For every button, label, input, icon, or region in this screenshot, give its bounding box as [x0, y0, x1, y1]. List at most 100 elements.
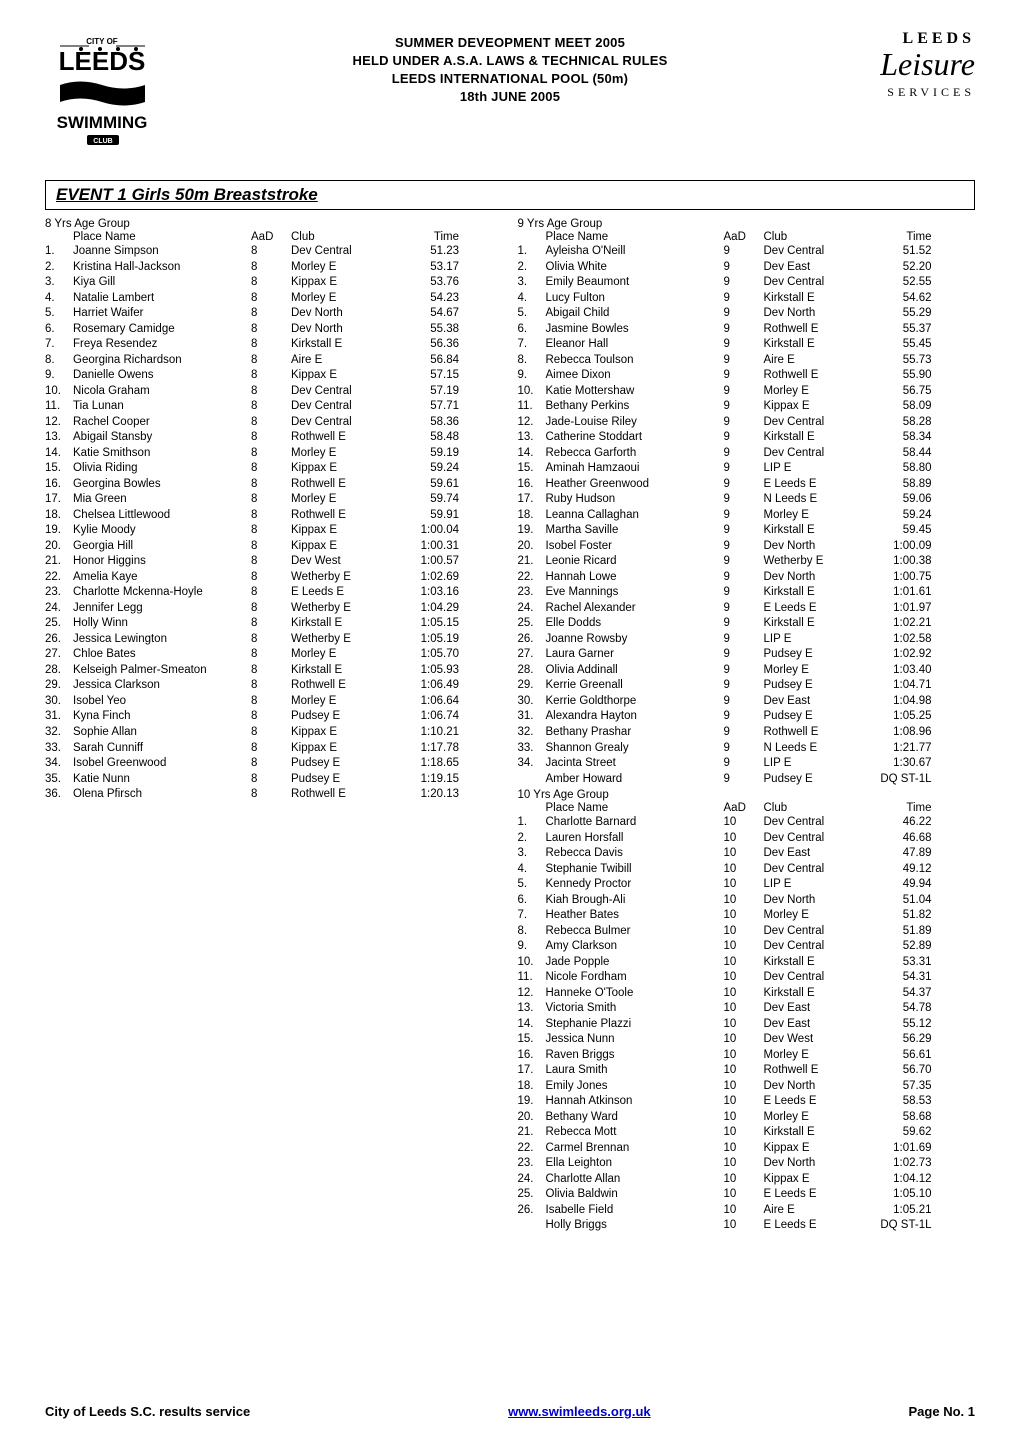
cell-club: Pudsey E	[291, 709, 391, 725]
cell-club: Dev East	[764, 1001, 864, 1017]
cell-time: 52.89	[864, 939, 932, 955]
cell-place: 4.	[518, 862, 546, 878]
footer-link[interactable]: www.swimleeds.org.uk	[508, 1404, 651, 1419]
col-aad-label: AaD	[724, 802, 764, 814]
cell-time: 49.12	[864, 862, 932, 878]
cell-place: 25.	[518, 1187, 546, 1203]
cell-club: Rothwell E	[764, 1063, 864, 1079]
result-row: 16.Georgina Bowles8Rothwell E59.61	[45, 477, 503, 493]
cell-time: 58.36	[391, 415, 459, 431]
result-row: 25.Elle Dodds9Kirkstall E1:02.21	[518, 616, 976, 632]
cell-name: Kiah Brough-Ali	[546, 893, 724, 909]
cell-place: 1.	[518, 244, 546, 260]
cell-time: 52.55	[864, 275, 932, 291]
cell-time: 58.44	[864, 446, 932, 462]
cell-club: Wetherby E	[291, 632, 391, 648]
cell-name: Jessica Nunn	[546, 1032, 724, 1048]
result-row: 17.Ruby Hudson9N Leeds E59.06	[518, 492, 976, 508]
column-right: 9 Yrs Age GroupPlace NameAaDClubTime1.Ay…	[518, 216, 976, 1234]
result-row: 5.Abigail Child9Dev North55.29	[518, 306, 976, 322]
cell-name: Honor Higgins	[73, 554, 251, 570]
result-row: 7.Freya Resendez8Kirkstall E56.36	[45, 337, 503, 353]
cell-name: Stephanie Plazzi	[546, 1017, 724, 1033]
cell-time: 1:06.74	[391, 709, 459, 725]
result-row: 33.Sarah Cunniff8Kippax E1:17.78	[45, 741, 503, 757]
cell-place: 19.	[518, 523, 546, 539]
result-row: 32.Sophie Allan8Kippax E1:10.21	[45, 725, 503, 741]
cell-time: DQ ST-1L	[864, 772, 932, 788]
cell-place: 12.	[518, 415, 546, 431]
cell-place: 34.	[518, 756, 546, 772]
cell-name: Isobel Yeo	[73, 694, 251, 710]
cell-time: 1:02.73	[864, 1156, 932, 1172]
cell-place: 11.	[518, 970, 546, 986]
result-row: 17.Mia Green8Morley E59.74	[45, 492, 503, 508]
cell-name: Olivia Riding	[73, 461, 251, 477]
cell-aad: 8	[251, 446, 291, 462]
result-row: 21.Rebecca Mott10Kirkstall E59.62	[518, 1125, 976, 1141]
cell-time: 55.29	[864, 306, 932, 322]
cell-aad: 10	[724, 1110, 764, 1126]
cell-club: Rothwell E	[291, 508, 391, 524]
cell-aad: 9	[724, 477, 764, 493]
cell-name: Abigail Child	[546, 306, 724, 322]
cell-name: Kyna Finch	[73, 709, 251, 725]
result-row: 23.Eve Mannings9Kirkstall E1:01.61	[518, 585, 976, 601]
cell-club: Kirkstall E	[764, 291, 864, 307]
cell-place: 28.	[45, 663, 73, 679]
cell-club: Dev Central	[764, 970, 864, 986]
cell-aad: 9	[724, 694, 764, 710]
page-header: CITY OF LEEDS SWIMMING CLUB SUMMER DEVEO…	[45, 30, 975, 160]
cell-club: LIP E	[764, 632, 864, 648]
cell-club: Pudsey E	[764, 709, 864, 725]
result-row: 14.Katie Smithson8Morley E59.19	[45, 446, 503, 462]
cell-club: Kirkstall E	[764, 616, 864, 632]
cell-name: Heather Bates	[546, 908, 724, 924]
result-row: 22.Amelia Kaye8Wetherby E1:02.69	[45, 570, 503, 586]
cell-place: 32.	[45, 725, 73, 741]
cell-aad: 9	[724, 570, 764, 586]
cell-aad: 8	[251, 632, 291, 648]
cell-aad: 8	[251, 353, 291, 369]
cell-place: 15.	[518, 1032, 546, 1048]
cell-name: Chloe Bates	[73, 647, 251, 663]
cell-time: 58.53	[864, 1094, 932, 1110]
cell-place: 34.	[45, 756, 73, 772]
result-row: 21.Leonie Ricard9Wetherby E1:00.38	[518, 554, 976, 570]
cell-time: 53.17	[391, 260, 459, 276]
header-title-block: SUMMER DEVEOPMENT MEET 2005 HELD UNDER A…	[160, 30, 860, 107]
cell-place: 8.	[518, 353, 546, 369]
cell-name: Rosemary Camidge	[73, 322, 251, 338]
result-row: 18.Emily Jones10Dev North57.35	[518, 1079, 976, 1095]
cell-time: 1:01.97	[864, 601, 932, 617]
cell-club: LIP E	[764, 877, 864, 893]
cell-time: 1:01.61	[864, 585, 932, 601]
cell-name: Rebecca Mott	[546, 1125, 724, 1141]
cell-club: Rothwell E	[764, 725, 864, 741]
cell-place: 4.	[45, 291, 73, 307]
cell-aad: 8	[251, 508, 291, 524]
cell-club: Kippax E	[764, 1172, 864, 1188]
cell-time: 54.37	[864, 986, 932, 1002]
cell-time: 58.09	[864, 399, 932, 415]
results-columns: 8 Yrs Age GroupPlace NameAaDClubTime1.Jo…	[45, 216, 975, 1234]
cell-time: 55.90	[864, 368, 932, 384]
cell-aad: 10	[724, 1063, 764, 1079]
cell-place: 6.	[45, 322, 73, 338]
cell-place: 24.	[518, 601, 546, 617]
result-row: 20.Georgia Hill8Kippax E1:00.31	[45, 539, 503, 555]
cell-club: Dev Central	[291, 399, 391, 415]
cell-place: 3.	[518, 846, 546, 862]
cell-place: 17.	[518, 1063, 546, 1079]
cell-club: Dev Central	[291, 384, 391, 400]
cell-time: 46.22	[864, 815, 932, 831]
cell-aad: 10	[724, 1017, 764, 1033]
result-row: 7.Heather Bates10Morley E51.82	[518, 908, 976, 924]
cell-place: 16.	[518, 477, 546, 493]
result-row: 8.Rebecca Toulson9Aire E55.73	[518, 353, 976, 369]
cell-club: Dev Central	[764, 815, 864, 831]
cell-time: 1:05.15	[391, 616, 459, 632]
cell-place	[518, 772, 546, 788]
cell-place: 7.	[518, 908, 546, 924]
cell-place: 27.	[518, 647, 546, 663]
